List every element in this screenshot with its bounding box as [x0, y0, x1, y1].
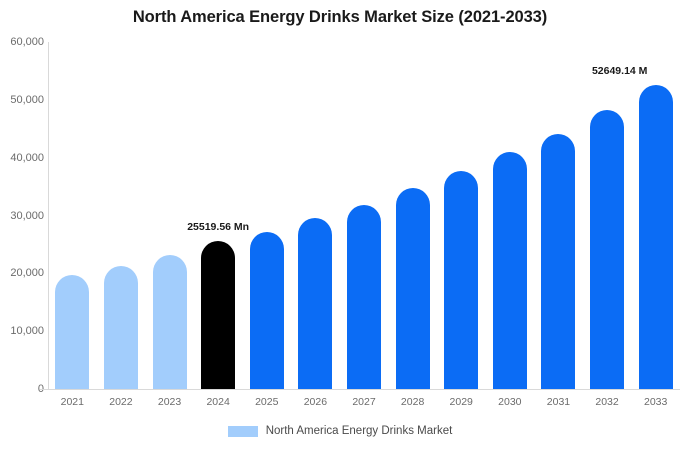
y-axis-tick-label: 30,000: [10, 209, 44, 222]
x-axis-tick-label-2031: 2031: [546, 396, 571, 408]
bar-2027[interactable]: [347, 204, 381, 389]
x-axis-tick-label-2023: 2023: [157, 396, 182, 408]
chart-legend: North America Energy Drinks Market: [0, 425, 680, 437]
x-axis-tick-label-2024: 2024: [206, 396, 230, 408]
y-axis-tick-label: 40,000: [10, 151, 44, 164]
y-axis-tick-label: 60,000: [10, 36, 44, 48]
y-axis-tick-label: 50,000: [10, 93, 44, 106]
x-axis-tick-label-2026: 2026: [303, 396, 328, 408]
bar-2024[interactable]: [201, 241, 236, 389]
x-axis-tick-label-2022: 2022: [109, 396, 133, 408]
y-axis-tick-label: 10,000: [10, 325, 44, 338]
x-axis-tick-label-2029: 2029: [449, 396, 473, 408]
x-axis-tick-label-2030: 2030: [498, 396, 522, 408]
plot-area: [48, 42, 680, 389]
legend-swatch-north-america-energy-drinks-market: [227, 425, 258, 437]
x-axis-tick-label-2028: 2028: [400, 396, 425, 408]
bar-2029[interactable]: [444, 170, 479, 389]
bar-2025[interactable]: [249, 231, 284, 389]
y-axis-tick-label: 0: [0, 383, 44, 395]
bar-2033[interactable]: [638, 84, 673, 389]
x-axis-tick-label-2033: 2033: [644, 396, 668, 408]
chart-title: North America Energy Drinks Market Size …: [132, 8, 548, 26]
bar-2022[interactable]: [103, 266, 138, 389]
y-axis-tick-label: 20,000: [10, 267, 44, 280]
bar-2026[interactable]: [298, 218, 333, 389]
x-axis-tick-label-2027: 2027: [352, 396, 376, 408]
bar-2023[interactable]: [152, 254, 187, 389]
bar-2030[interactable]: [492, 152, 527, 389]
data-label-2024: 25519.56 Mn: [187, 221, 250, 234]
bar-2031[interactable]: [541, 133, 576, 389]
x-axis-line: [40, 389, 680, 390]
y-axis: 0 10,000 20,000 30,000 40,000 50,000 60,000: [0, 0, 44, 450]
x-axis-tick-label-2025: 2025: [255, 396, 279, 408]
y-axis-line: [48, 42, 49, 390]
legend-label: North America Energy Drinks Market: [265, 425, 453, 437]
bar-2032[interactable]: [590, 110, 625, 389]
bar-2028[interactable]: [395, 188, 430, 389]
bar-2021[interactable]: [55, 274, 90, 389]
data-label-2033: 52649.14 M: [591, 64, 648, 77]
x-axis-tick-label-2032: 2032: [595, 396, 619, 408]
x-axis-tick-label-2021: 2021: [60, 396, 84, 408]
